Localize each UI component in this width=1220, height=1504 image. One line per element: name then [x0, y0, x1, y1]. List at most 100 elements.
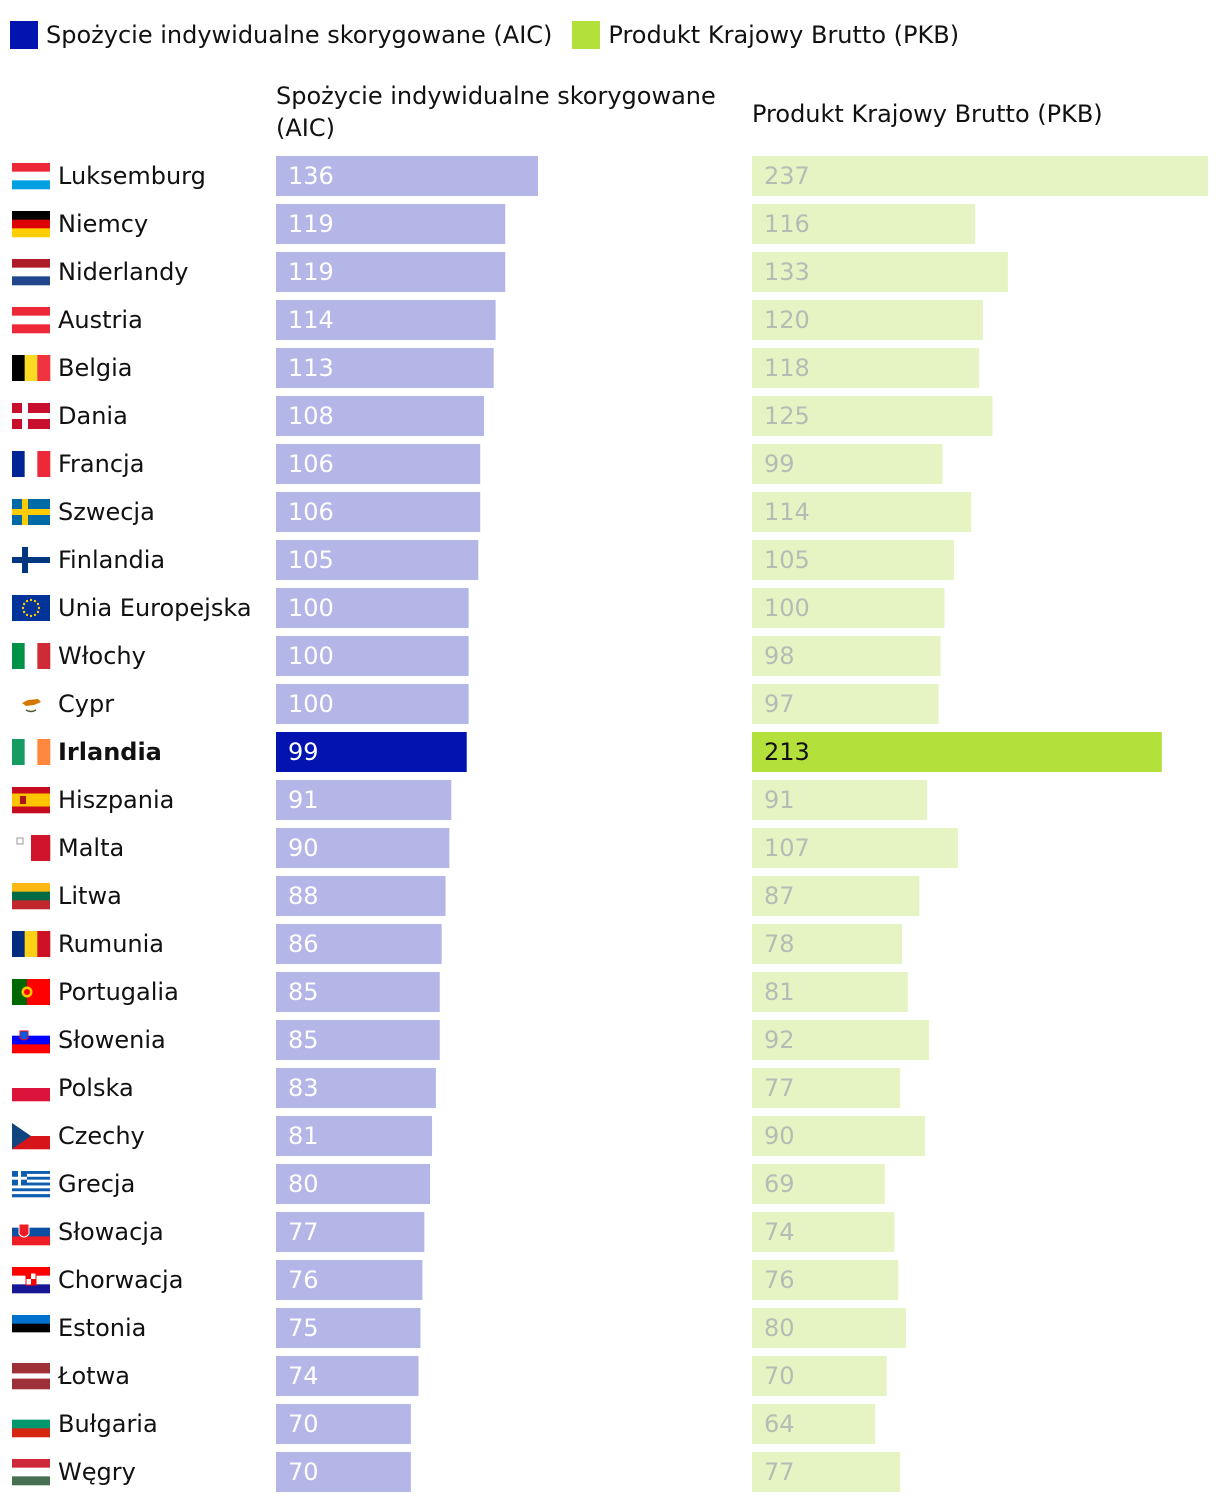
bar-aic-value: 86: [288, 930, 319, 958]
bar-gdp-value: 78: [764, 930, 795, 958]
category-label: Niderlandy: [58, 258, 189, 286]
chart-row: Niemcy 119 116: [12, 204, 976, 244]
chart-row: Cypr 100 97: [12, 684, 939, 724]
bar-aic-value: 70: [288, 1410, 319, 1438]
bar-aic-value: 106: [288, 498, 334, 526]
bar-gdp: [752, 1116, 926, 1156]
bar-gdp: [752, 1308, 906, 1348]
bar-gdp-value: 74: [764, 1218, 795, 1246]
flag-icon-de: [12, 211, 50, 238]
bar-aic-value: 74: [288, 1362, 319, 1390]
bar-gdp-value: 64: [764, 1410, 795, 1438]
bar-gdp: [752, 924, 903, 964]
flag-icon-bg: [12, 1411, 50, 1438]
flag-icon-mt: [12, 835, 51, 861]
bar-aic: [276, 1164, 431, 1204]
bar-aic: [276, 540, 479, 580]
bar-gdp-value: 77: [764, 1458, 795, 1486]
chart-row: Łotwa 74 70: [12, 1356, 887, 1396]
category-label: Łotwa: [57, 1362, 130, 1390]
bar-gdp: [752, 492, 972, 532]
chart-row: Grecja 80 69: [12, 1164, 885, 1204]
category-label: Litwa: [58, 882, 122, 910]
bar-aic: [276, 732, 467, 772]
bar-gdp-value: 114: [764, 498, 810, 526]
bar-gdp: [752, 1260, 899, 1300]
bar-gdp: [752, 1404, 876, 1444]
column-header-aic-line1: Spożycie indywidualne skorygowane: [276, 82, 716, 110]
bar-gdp: [752, 204, 976, 244]
column-header-aic-line2: (AIC): [276, 114, 335, 142]
flag-icon-pt: [12, 979, 50, 1005]
bar-aic-value: 70: [288, 1458, 319, 1486]
bar-gdp: [752, 1068, 901, 1108]
category-label: Słowenia: [58, 1026, 166, 1054]
bar-gdp-value: 90: [764, 1122, 795, 1150]
category-label: Malta: [58, 834, 124, 862]
category-label: Bułgaria: [58, 1410, 158, 1438]
chart-row: Słowacja 77 74: [12, 1212, 895, 1252]
category-label: Węgry: [58, 1458, 136, 1486]
bar-aic-value: 119: [288, 210, 334, 238]
bar-aic-value: 85: [288, 978, 319, 1006]
flag-icon-at: [12, 307, 50, 334]
chart-row: Węgry 70 77: [12, 1452, 901, 1492]
flag-icon-it: [12, 643, 51, 669]
bar-aic: [276, 1068, 436, 1108]
flag-icon-ee: [12, 1315, 50, 1342]
bar-gdp: [752, 828, 958, 868]
bar-gdp: [752, 972, 908, 1012]
category-label: Estonia: [58, 1314, 146, 1342]
bar-gdp-value: 100: [764, 594, 810, 622]
category-label: Szwecja: [58, 498, 155, 526]
chart-row: Irlandia 99 213: [12, 732, 1162, 772]
bar-aic: [276, 300, 496, 340]
chart-row: Litwa 88 87: [12, 876, 920, 916]
bar-aic-value: 85: [288, 1026, 319, 1054]
bar-aic: [276, 972, 440, 1012]
bar-gdp-value: 116: [764, 210, 810, 238]
bar-aic: [276, 1356, 419, 1396]
bar-aic: [276, 1212, 425, 1252]
bar-gdp: [752, 396, 993, 436]
bar-gdp: [752, 1020, 930, 1060]
category-label: Słowacja: [58, 1218, 164, 1246]
category-label: Luksemburg: [58, 162, 206, 190]
bar-aic: [276, 684, 469, 724]
category-label: Hiszpania: [58, 786, 174, 814]
bar-gdp: [752, 300, 983, 340]
bar-aic-value: 81: [288, 1122, 319, 1150]
bar-aic-value: 100: [288, 594, 334, 622]
bar-aic: [276, 1308, 421, 1348]
bar-gdp-value: 133: [764, 258, 810, 286]
bar-aic-value: 113: [288, 354, 334, 382]
bar-gdp-value: 91: [764, 786, 795, 814]
flag-icon-lu: [12, 163, 50, 190]
bar-gdp: [752, 588, 945, 628]
chart-row: Włochy 100 98: [12, 636, 941, 676]
bar-aic: [276, 1452, 411, 1492]
chart-row: Szwecja 106 114: [12, 492, 972, 532]
bar-gdp: [752, 252, 1008, 292]
category-label: Czechy: [58, 1122, 145, 1150]
category-label: Austria: [58, 306, 143, 334]
chart-row: Austria 114 120: [12, 300, 983, 340]
chart-row: Hiszpania 91 91: [12, 780, 928, 820]
bar-aic-value: 91: [288, 786, 319, 814]
category-label: Portugalia: [58, 978, 179, 1006]
bar-gdp-value: 105: [764, 546, 810, 574]
chart-row: Czechy 81 90: [12, 1116, 926, 1156]
chart-row: Malta 90 107: [12, 828, 958, 868]
bar-gdp-value: 237: [764, 162, 810, 190]
bar-aic-value: 119: [288, 258, 334, 286]
chart-row: Niderlandy 119 133: [12, 252, 1008, 292]
column-header-gdp: Produkt Krajowy Brutto (PKB): [752, 100, 1103, 128]
category-label: Francja: [58, 450, 144, 478]
bar-gdp-value: 81: [764, 978, 795, 1006]
legend-swatch-gdp: [572, 21, 601, 49]
bar-gdp: [752, 1356, 887, 1396]
flag-icon-es: [12, 787, 50, 814]
flag-icon-cy: [12, 691, 50, 717]
bar-aic-value: 80: [288, 1170, 319, 1198]
